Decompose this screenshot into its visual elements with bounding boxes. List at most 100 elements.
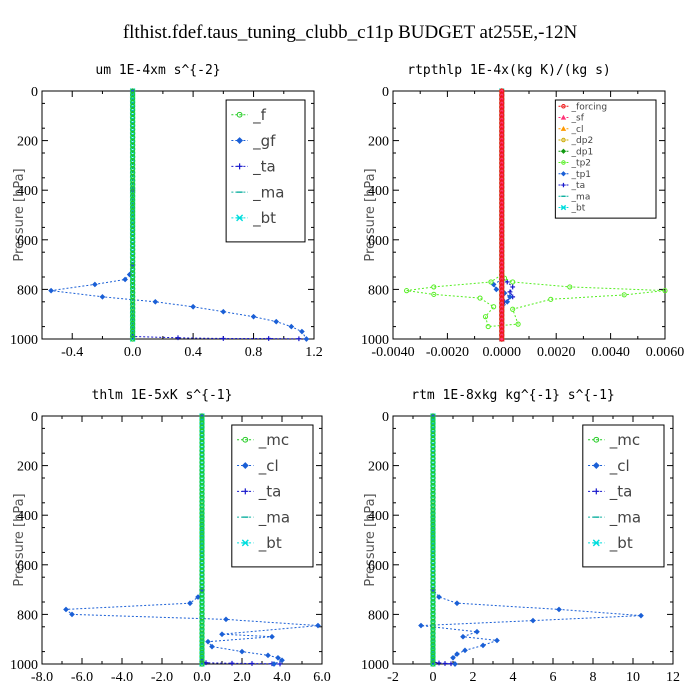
rtpthlp-ytick-label: 1000 <box>361 333 389 348</box>
thlm-series-cl-point <box>269 633 275 640</box>
um-legend-label: _gf <box>252 132 276 151</box>
rtpthlp-series-tp2-point <box>491 304 497 310</box>
thlm-series-cl-point <box>265 652 271 659</box>
rtpthlp-xtick-label: 0.0020 <box>537 345 576 360</box>
rtpthlp-series-tp1-point <box>490 281 497 288</box>
panel-rtpthlp: rtpthlp 1E-4x(kg K)/(kg s) Pressure [hPa]… <box>361 63 684 360</box>
thlm-xtick-label: 4.0 <box>273 670 291 685</box>
rtpthlp-xtick-label: 0.0060 <box>646 345 685 360</box>
thlm-series-cl-point <box>315 622 321 629</box>
um-ytick-label: 600 <box>17 234 38 249</box>
rtpthlp-series-tp1-point <box>507 294 513 300</box>
rtm-series-cl <box>418 413 644 667</box>
um-series-ta-point <box>220 336 226 341</box>
rtm-ytick-label: 0 <box>382 410 389 425</box>
thlm-ylabel: Pressure [hPa] <box>12 493 27 586</box>
um-series-gf-point <box>92 281 98 288</box>
rtm-legend-label: _ma <box>609 508 641 527</box>
rtm-series-ta-line <box>432 416 456 665</box>
um-ylabel: Pressure [hPa] <box>12 168 27 261</box>
rtpthlp-series-forcing-point <box>499 336 505 342</box>
um-legend-label: _ta <box>252 158 276 177</box>
thlm-ytick-label: 800 <box>17 608 38 623</box>
um-ytick-label: 0 <box>31 85 38 100</box>
rtm-series-mc <box>430 413 436 667</box>
rtpthlp-legend-marker <box>560 114 567 120</box>
rtm-series-cl-point <box>638 612 644 619</box>
rtpthlp-series-tp2-point <box>485 324 491 330</box>
thlm-legend-marker <box>242 488 249 495</box>
rtpthlp-xtick-label: 0.0000 <box>483 345 522 360</box>
rtm-xtick-label: 12 <box>666 670 680 685</box>
rtpthlp-series-tp2-line <box>406 91 666 328</box>
um-series-gf-point <box>273 318 280 325</box>
rtpthlp-series-ta-point <box>507 289 513 295</box>
thlm-series-ta-point <box>229 660 235 666</box>
thlm-series-cl-point <box>271 661 277 667</box>
rtm-xtick-label: 6 <box>550 670 557 685</box>
rtm-series-cl-point <box>530 617 536 624</box>
um-ytick-label: 1000 <box>10 333 38 348</box>
rtm-xtick-label: -2 <box>387 670 399 685</box>
rtpthlp-legend-label: _tp2 <box>571 159 591 169</box>
thlm-legend-label: _cl <box>258 457 279 476</box>
rtm-series-cl-point <box>494 637 500 644</box>
um-ytick-label: 400 <box>17 184 38 199</box>
rtm-legend: _mc _cl _ta _ma _bt <box>582 424 665 568</box>
um-series-gf-point <box>303 336 310 342</box>
rtpthlp-legend-box <box>554 99 657 219</box>
thlm-xtick-label: -8.0 <box>31 670 53 685</box>
rtm-legend-marker <box>593 436 600 443</box>
rtpthlp-series-tp2-point <box>510 279 516 285</box>
um-title: um 1E-4xm s^{-2} <box>95 63 220 78</box>
rtpthlp-legend-label: _cl <box>571 125 584 135</box>
um-legend-label: _bt <box>252 209 276 228</box>
rtpthlp-legend-marker <box>560 148 567 154</box>
rtpthlp-series-tp1-point <box>504 298 511 305</box>
rtm-series-cl-point <box>480 642 486 649</box>
thlm-xtick-label: -4.0 <box>111 670 133 685</box>
rtm-series-cl-point <box>462 647 468 654</box>
rtpthlp-xtick-label: 0.0040 <box>591 345 630 360</box>
rtpthlp-legend-marker <box>561 104 566 109</box>
rtpthlp-legend-marker <box>561 160 566 165</box>
rtm-series-cl-point <box>556 606 562 613</box>
thlm-series-ta-point <box>249 661 255 666</box>
rtpthlp-title: rtpthlp 1E-4x(kg K)/(kg s) <box>407 63 611 78</box>
um-legend-marker <box>236 214 244 222</box>
thlm-xtick-label: 2.0 <box>233 670 251 685</box>
rtpthlp-legend-marker <box>560 171 567 177</box>
rtpthlp-series-ta-point <box>510 284 516 290</box>
rtm-series-cl-point <box>454 600 460 607</box>
um-legend-marker <box>236 111 243 118</box>
rtm-xtick-label: 8 <box>590 670 597 685</box>
thlm-legend-marker <box>241 462 249 469</box>
rtpthlp-legend-label: _dp1 <box>571 147 594 157</box>
thlm-series-cl-line <box>64 416 319 665</box>
thlm-ytick-label: 400 <box>17 509 38 524</box>
rtpthlp-series-tp2-point <box>431 284 437 290</box>
rtpthlp-ylabel: Pressure [hPa] <box>363 168 378 261</box>
rtpthlp-legend-marker <box>561 182 566 188</box>
rtpthlp-series-tp2-point <box>488 279 494 285</box>
rtpthlp-series-tp2-point <box>621 292 627 298</box>
um-series-f-point <box>130 336 136 342</box>
um-xtick-label: 0.8 <box>245 345 263 360</box>
thlm-xtick-label: 6.0 <box>313 670 331 685</box>
thlm-series-cl-point <box>279 657 285 664</box>
rtm-series-cl-point <box>454 651 460 657</box>
thlm-ytick-label: 600 <box>17 559 38 574</box>
rtm-series-cl-point <box>418 622 424 629</box>
thlm-ytick-label: 1000 <box>10 658 38 673</box>
rtm-legend-marker <box>593 488 600 495</box>
um-series-gf-point <box>48 287 54 294</box>
um-legend-marker <box>236 137 244 144</box>
rtpthlp-xtick-label: -0.0020 <box>426 345 469 360</box>
rtpthlp-series-tp2-point <box>477 295 483 301</box>
thlm-series-cl-point <box>69 611 75 618</box>
rtm-legend-label: _mc <box>609 431 640 450</box>
rtm-ylabel: Pressure [hPa] <box>363 493 378 586</box>
rtpthlp-legend-marker <box>560 204 567 211</box>
um-series-ta-point <box>296 336 302 342</box>
rtpthlp-series-tp2-point <box>662 288 668 294</box>
